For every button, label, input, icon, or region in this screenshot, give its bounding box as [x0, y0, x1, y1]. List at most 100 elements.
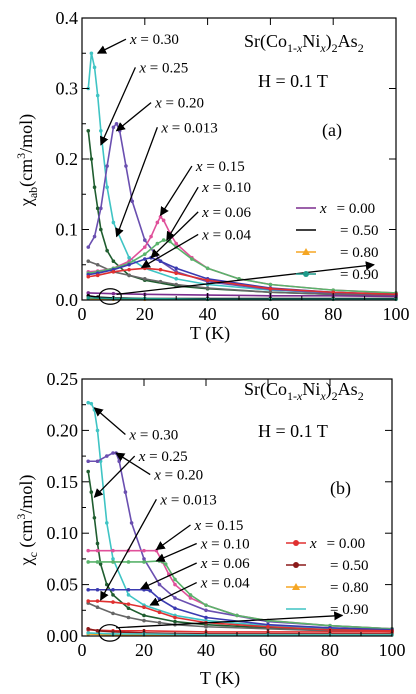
- data-point: [95, 629, 100, 633]
- legend-label: = 0.80: [330, 580, 368, 596]
- data-point: [95, 587, 100, 592]
- data-point: [188, 593, 193, 597]
- data-point: [143, 257, 147, 261]
- annotation-arrow: [115, 452, 151, 476]
- data-point: [86, 296, 91, 300]
- data-point: [174, 277, 178, 281]
- legend-item: x = 0.00: [296, 201, 375, 217]
- data-point: [92, 65, 97, 70]
- data-point: [117, 459, 121, 464]
- annotation-arrow: [116, 261, 375, 296]
- annotation-arrow: [166, 186, 199, 241]
- data-point: [111, 587, 115, 592]
- legend-item: = 0.80: [286, 580, 368, 596]
- data-point: [204, 624, 208, 629]
- series-line: [87, 471, 393, 632]
- data-point: [142, 618, 146, 623]
- annotation-arrow: [159, 165, 193, 217]
- panel-b-y-tick-label: 0.25: [47, 369, 79, 389]
- panel-b-ticks: 0 20 40 60 80 100 0.00 0.05 0.10 0.15 0.20 0.25: [47, 369, 406, 660]
- legend-label: x = 0.00: [319, 201, 375, 217]
- data-point: [86, 548, 90, 553]
- data-point: [155, 220, 160, 225]
- panel-a-y-tick-label: 0.3: [56, 79, 79, 99]
- annotation-arrow: [116, 611, 344, 629]
- data-point: [95, 93, 100, 98]
- data-point: [127, 255, 131, 260]
- data-point: [142, 613, 146, 618]
- panel-a-x-tick-label: 20: [136, 304, 154, 324]
- panel-a-panel-label: (a): [322, 120, 342, 141]
- annotation-label: x = 0.013: [160, 120, 217, 136]
- data-point: [173, 619, 177, 624]
- data-point: [111, 611, 115, 616]
- data-point: [158, 267, 163, 272]
- data-point: [89, 401, 94, 406]
- data-point: [95, 599, 100, 603]
- data-point: [331, 290, 336, 295]
- annotation-label: x = 0.06: [200, 556, 250, 572]
- data-point: [142, 557, 146, 561]
- panel-b-x-tick-label: 100: [379, 640, 406, 660]
- legend-triangle-marker: [302, 248, 310, 255]
- data-point: [99, 206, 103, 211]
- data-point: [158, 259, 163, 264]
- panel-b-y-tick-label: 0.00: [47, 626, 79, 646]
- panel-a-series: [86, 51, 398, 302]
- annotation-label: x = 0.04: [201, 227, 251, 243]
- data-point: [86, 245, 91, 249]
- data-point: [173, 582, 177, 587]
- data-point: [190, 257, 194, 261]
- panel-a-y-axis-label: χab(cm3/mol): [14, 114, 40, 207]
- data-point: [126, 593, 131, 597]
- data-point: [126, 606, 131, 611]
- panel-a-ticks: 0 20 40 60 80 100 0.0 0.1 0.2 0.3 0.4: [56, 8, 410, 324]
- annotation-label: x = 0.15: [195, 159, 245, 175]
- data-point: [188, 596, 193, 600]
- data-point: [155, 241, 160, 246]
- data-point: [111, 560, 115, 564]
- panel-a-arrows: [96, 38, 375, 296]
- panel-a-x-tick-label: 80: [324, 304, 342, 324]
- data-point: [235, 613, 239, 618]
- annotation-arrow: [100, 67, 136, 146]
- legend-circle-marker: [293, 540, 299, 546]
- data-point: [161, 218, 166, 223]
- data-point: [111, 291, 116, 296]
- panel-b-y-tick-label: 0.20: [47, 420, 79, 440]
- data-point: [92, 515, 97, 520]
- annotation-label: x = 0.06: [201, 205, 251, 221]
- data-point: [111, 270, 116, 274]
- data-point: [86, 259, 91, 264]
- annotation-label: x = 0.30: [128, 428, 178, 444]
- data-point: [105, 454, 109, 458]
- panel-b-arrows: [93, 407, 344, 629]
- annotation-arrow: [93, 455, 136, 498]
- data-point: [173, 596, 177, 600]
- data-point: [105, 185, 109, 189]
- panel-a-field: H = 0.1 T: [258, 71, 328, 91]
- data-point: [204, 608, 208, 613]
- legend-circle-marker: [303, 271, 309, 277]
- data-point: [95, 541, 100, 546]
- panel-a-x-tick-label: 0: [78, 304, 87, 324]
- panel-b-y-tick-label: 0.10: [47, 523, 79, 543]
- panel-b-x-axis-label: T (K): [200, 668, 240, 689]
- legend-item: x = 0.00: [286, 536, 365, 552]
- data-point: [95, 273, 100, 278]
- data-point: [95, 459, 100, 464]
- data-point: [95, 560, 100, 564]
- legend-label: = 0.50: [330, 558, 368, 574]
- data-point: [86, 627, 90, 631]
- panel-b-chart: 0 20 40 60 80 100 0.00 0.05 0.10 0.15 0.20 0.25 x =…: [14, 369, 406, 689]
- data-point: [126, 560, 131, 564]
- series-line: [87, 122, 397, 296]
- data-point: [268, 282, 273, 287]
- data-point: [174, 266, 178, 271]
- data-point: [266, 624, 270, 629]
- panel-a-y-tick-label: 0.2: [56, 149, 79, 169]
- data-point: [111, 451, 115, 455]
- data-point: [95, 206, 100, 211]
- legend-item: = 0.50: [296, 223, 378, 239]
